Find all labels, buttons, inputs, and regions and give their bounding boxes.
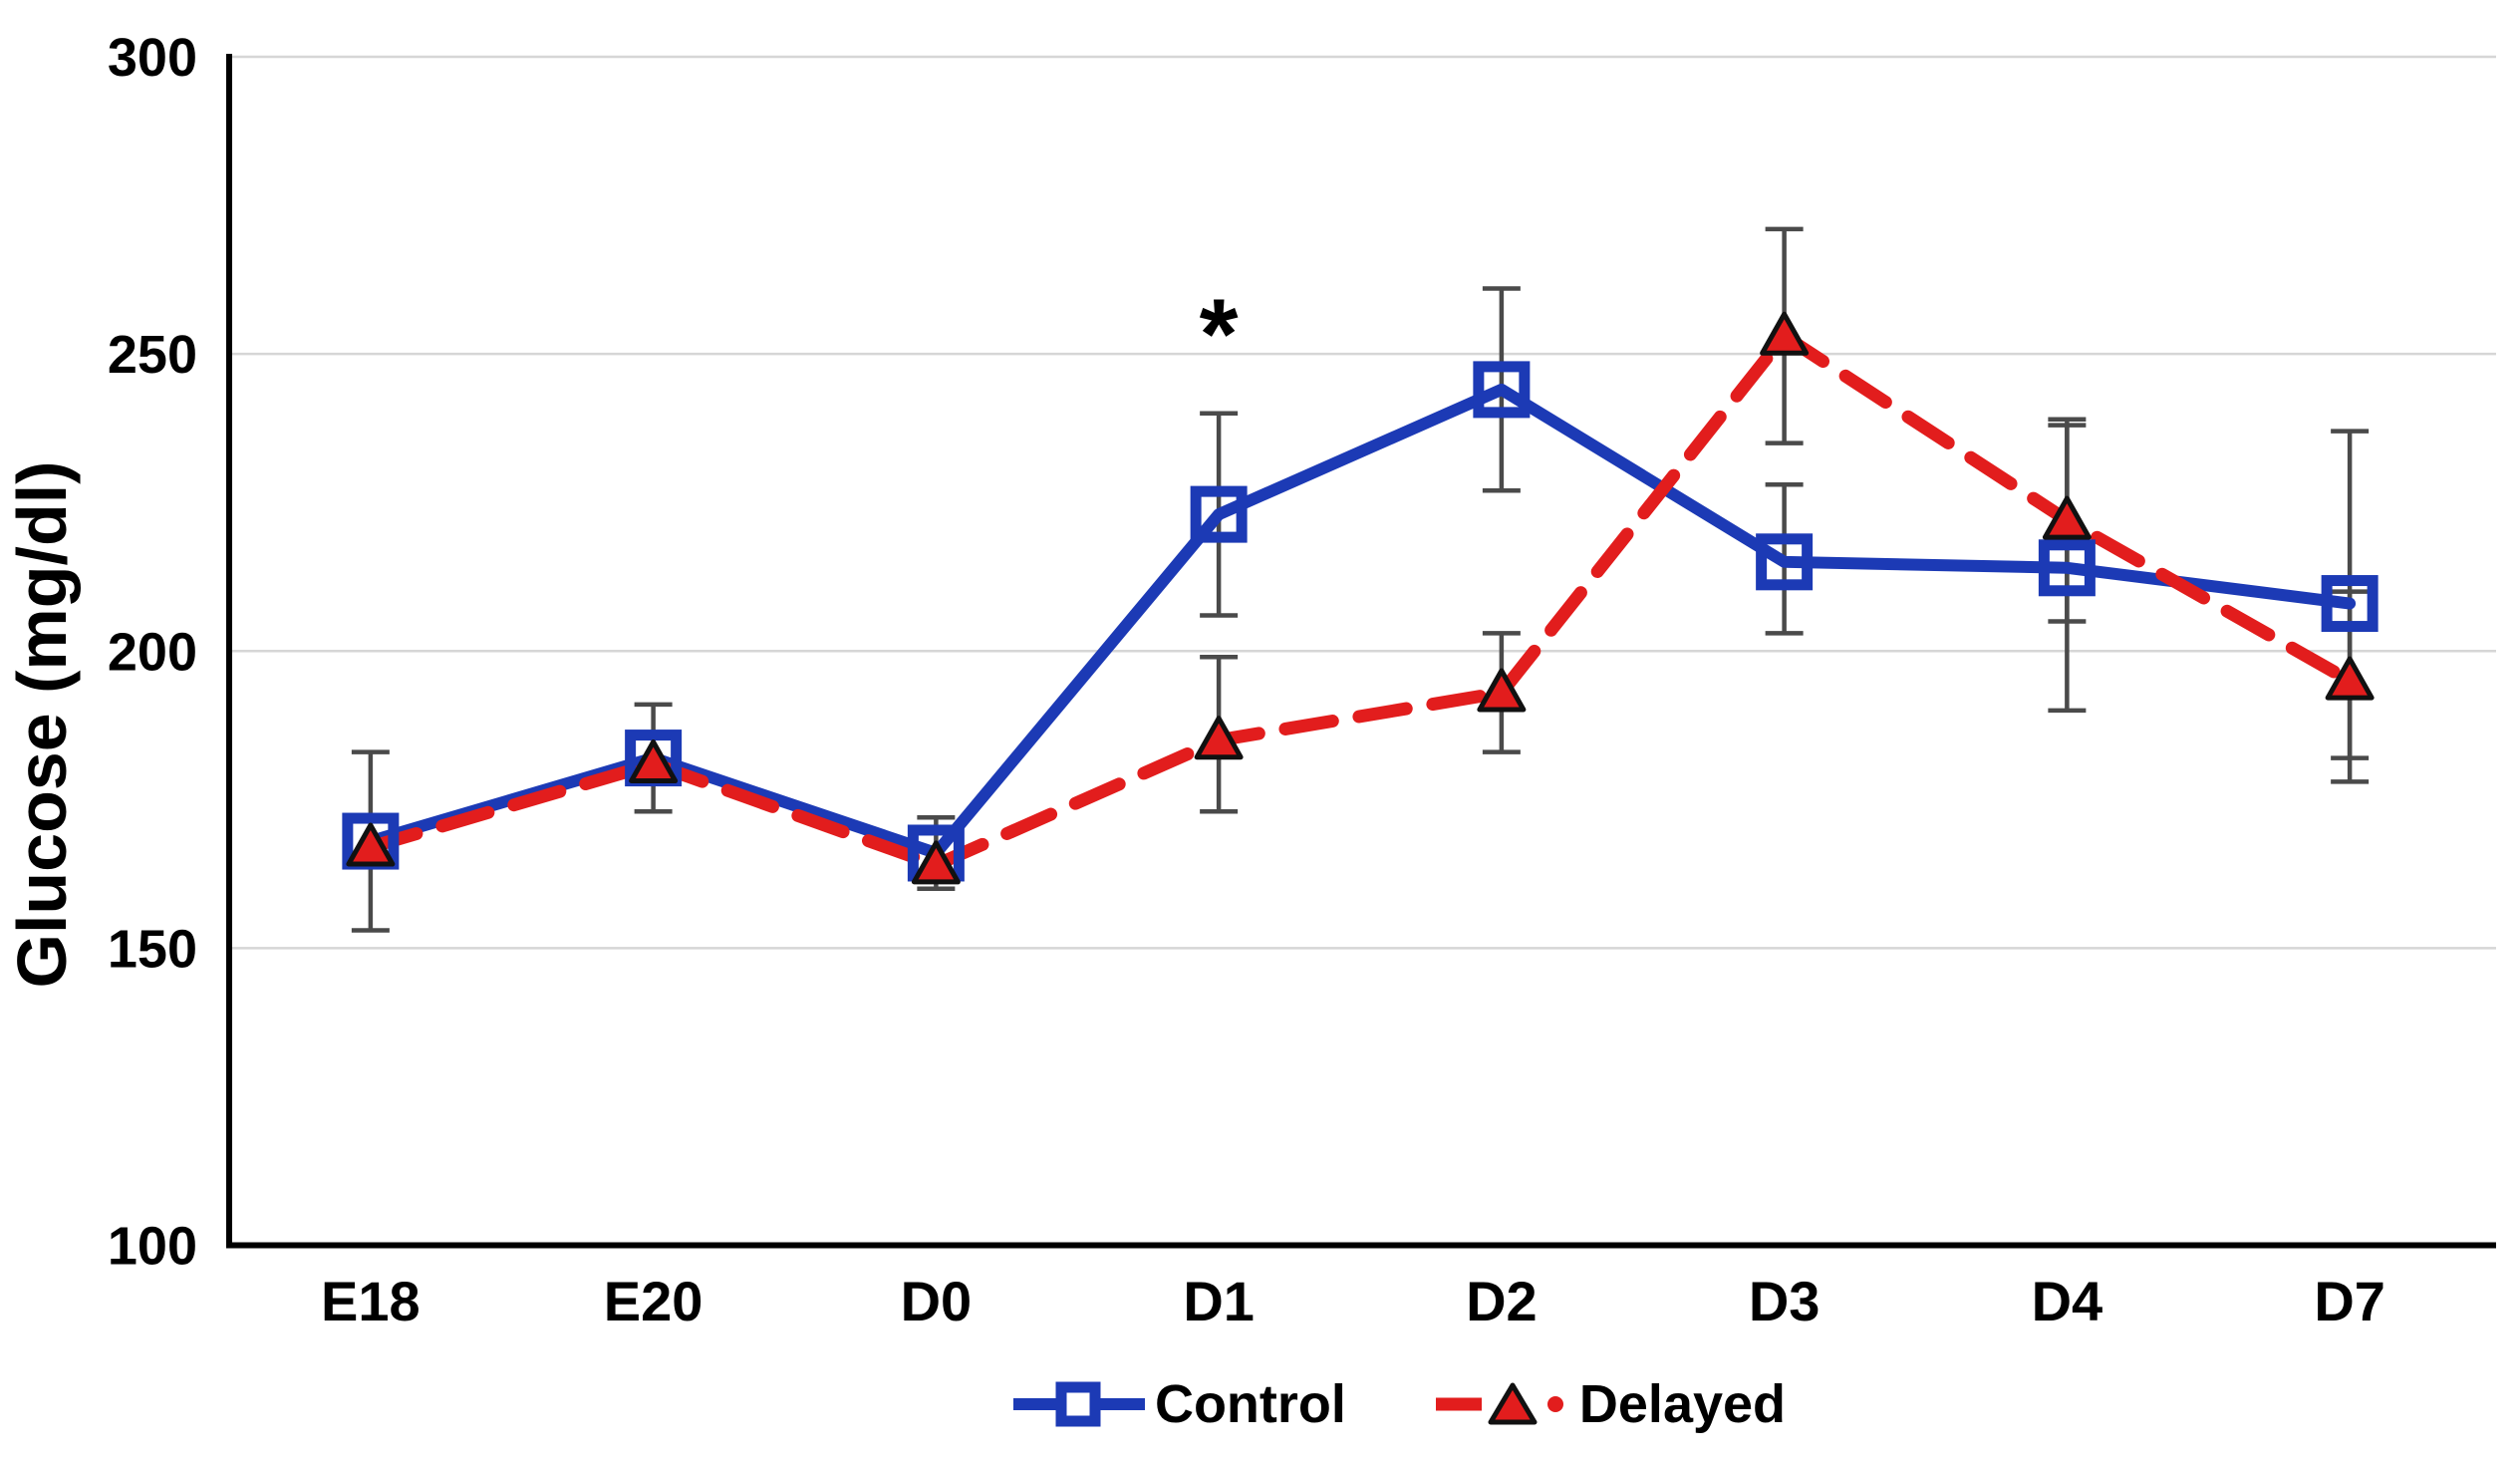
marker-triangle-d4 xyxy=(2042,495,2092,540)
x-category-label: D2 xyxy=(1466,1270,1538,1332)
y-tick-label: 150 xyxy=(108,919,197,979)
legend-item-delayed: Delayed xyxy=(1435,1373,1787,1435)
y-tick-label: 250 xyxy=(108,325,197,385)
marker-triangle-e20 xyxy=(629,739,679,784)
marker-triangle-d2 xyxy=(1477,668,1527,713)
y-axis-title: Glucose (mg/dl) xyxy=(3,460,81,989)
control-legend-marker-icon xyxy=(1012,1381,1145,1427)
legend: Control Delayed xyxy=(140,1373,2520,1435)
series-line-delayed xyxy=(364,329,2357,872)
y-tick-label: 100 xyxy=(108,1217,197,1277)
marker-square-d7 xyxy=(2321,575,2379,633)
x-category-label: D7 xyxy=(2314,1270,2385,1332)
marker-triangle-d1 xyxy=(1194,716,1244,760)
marker-square-d4 xyxy=(2038,539,2096,597)
significance-asterisk: * xyxy=(1200,278,1239,390)
legend-item-control: Control xyxy=(1012,1373,1346,1435)
marker-square-d3 xyxy=(1756,533,1814,591)
x-category-label: D3 xyxy=(1749,1270,1820,1332)
x-category-label: D1 xyxy=(1183,1270,1255,1332)
x-category-label: D0 xyxy=(901,1270,973,1332)
marker-square-d2 xyxy=(1473,361,1531,419)
legend-label-control: Control xyxy=(1154,1374,1346,1434)
marker-triangle-d3 xyxy=(1760,311,1810,356)
delayed-legend-marker-icon xyxy=(1435,1382,1563,1425)
y-tick-label: 200 xyxy=(108,622,197,682)
series-line-control xyxy=(364,383,2357,859)
x-category-label: E18 xyxy=(321,1270,420,1332)
legend-label-delayed: Delayed xyxy=(1578,1374,1787,1434)
y-tick-label: 300 xyxy=(108,28,197,88)
marker-triangle-e18 xyxy=(346,822,396,867)
marker-triangle-d7 xyxy=(2325,656,2375,701)
x-category-label: E20 xyxy=(604,1270,703,1332)
marker-triangle-d0 xyxy=(911,840,961,885)
marker-square-d1 xyxy=(1190,485,1248,543)
x-category-label: D4 xyxy=(2032,1270,2103,1332)
